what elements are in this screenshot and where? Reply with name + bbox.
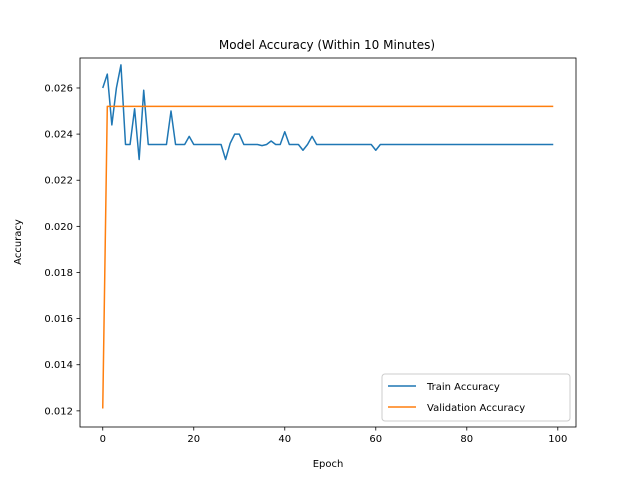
legend: Train Accuracy Validation Accuracy — [381, 373, 571, 422]
series-line-0 — [102, 64, 554, 161]
x-tick-label: 100 — [548, 434, 567, 445]
x-tick-label: 60 — [369, 434, 382, 445]
y-tick-label: 0.016 — [44, 314, 73, 325]
plot-area — [79, 57, 577, 428]
y-tick-label: 0.018 — [44, 268, 73, 279]
y-tick-label: 0.022 — [44, 176, 73, 187]
legend-box — [381, 373, 571, 422]
y-tick-label: 0.026 — [44, 83, 73, 94]
y-tick-label: 0.020 — [44, 222, 73, 233]
x-tick-label: 40 — [278, 434, 291, 445]
x-axis: 0 20 40 60 80 100 — [100, 427, 567, 445]
y-tick-label: 0.012 — [44, 406, 73, 417]
chart-title: Model Accuracy (Within 10 Minutes) — [219, 38, 435, 52]
x-tick-label: 20 — [187, 434, 200, 445]
y-tick-label: 0.024 — [44, 130, 73, 141]
x-tick-label: 0 — [100, 434, 106, 445]
y-axis: 0.012 0.014 0.016 0.018 0.020 0.022 0.024 0.026 — [44, 83, 80, 417]
series-line-1 — [102, 105, 554, 409]
y-tick-label: 0.014 — [44, 360, 73, 371]
plot-frame — [79, 57, 577, 428]
x-axis-label: Epoch — [313, 459, 344, 470]
series-lines — [102, 64, 554, 409]
y-axis-label: Accuracy — [13, 219, 24, 265]
legend-label-1: Validation Accuracy — [427, 403, 525, 414]
legend-label-0: Train Accuracy — [426, 382, 500, 393]
x-tick-label: 80 — [460, 434, 473, 445]
